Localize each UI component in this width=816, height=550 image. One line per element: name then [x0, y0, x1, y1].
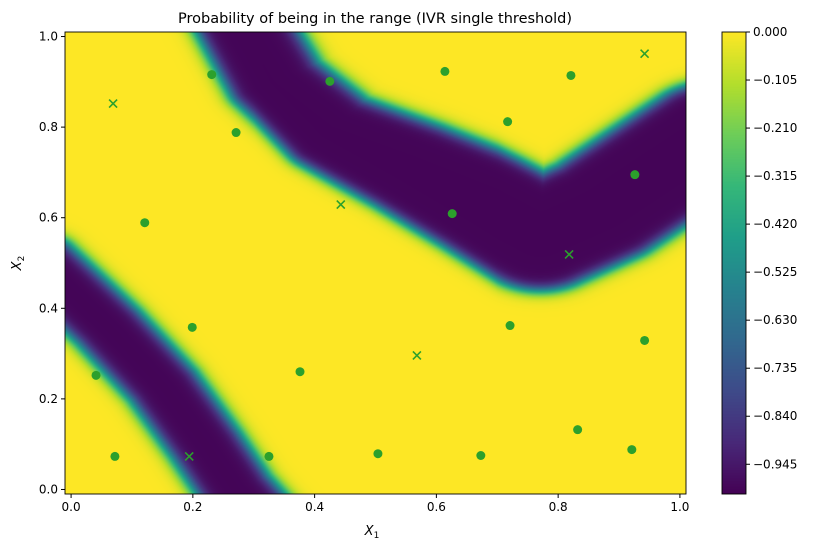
circle-point: [503, 117, 513, 127]
colorbar-tick-label: −0.105: [753, 73, 797, 87]
heatmap: [65, 32, 686, 494]
circle-point: [295, 367, 305, 377]
circle-point: [325, 76, 335, 86]
circle-point: [505, 321, 515, 331]
circle-point: [630, 170, 640, 180]
circle-point: [207, 70, 217, 80]
cross-stroke: [640, 49, 650, 59]
circle-point: [627, 445, 637, 455]
circle-point: [110, 451, 120, 461]
colorbar-tick-label: −0.945: [753, 457, 797, 471]
y-tick-label: 0.0: [39, 482, 58, 496]
chart-title: Probability of being in the range (IVR s…: [178, 11, 572, 27]
circle-point: [566, 70, 576, 80]
circle-point: [187, 322, 197, 332]
y-tick-label: 0.8: [39, 120, 58, 134]
colorbar-tick-label: 0.000: [753, 25, 787, 39]
y-tick-label: 0.2: [39, 392, 58, 406]
colorbar-tick-label: −0.735: [753, 361, 797, 375]
y-axis-label: X2: [10, 256, 27, 272]
cross-point: [640, 49, 650, 59]
circle-point: [264, 451, 274, 461]
cross-point: [336, 200, 346, 210]
colorbar-tick-label: −0.315: [753, 169, 797, 183]
y-tick-label: 1.0: [39, 30, 58, 44]
x-tick-label: 0.4: [305, 500, 324, 514]
colorbar-tick-label: −0.630: [753, 313, 797, 327]
x-axis-label: X1: [364, 524, 380, 541]
x-tick-label: 0.8: [549, 500, 568, 514]
circle-point: [140, 218, 150, 228]
cross-stroke: [108, 98, 118, 109]
y-tick-label: 0.4: [39, 301, 58, 315]
colorbar-tick-label: −0.420: [753, 217, 797, 231]
cross-point: [184, 451, 194, 461]
cross-point: [564, 249, 574, 259]
cross-stroke: [564, 249, 574, 259]
circle-point: [640, 335, 650, 345]
cross-stroke: [336, 200, 346, 210]
colorbar: [722, 32, 746, 494]
colorbar-frame: [721, 31, 747, 495]
colorbar-tick-label: −0.840: [753, 409, 797, 423]
cross-point: [108, 98, 118, 109]
circle-point: [373, 449, 383, 459]
x-tick-label: 0.0: [62, 500, 81, 514]
circle-point: [91, 370, 101, 380]
x-tick-label: 0.6: [427, 500, 446, 514]
cross-point: [412, 350, 422, 360]
circle-point: [440, 66, 450, 76]
circle-point: [476, 451, 486, 460]
circle-point: [231, 128, 241, 138]
plot-frame: [64, 31, 687, 495]
cross-stroke: [412, 350, 422, 360]
colorbar-tick-label: −0.210: [753, 121, 797, 135]
colorbar-tick-label: −0.525: [753, 265, 797, 279]
x-tick-label: 1.0: [670, 500, 689, 514]
x-tick-label: 0.2: [183, 500, 202, 514]
y-tick-label: 0.6: [39, 211, 58, 225]
cross-stroke: [184, 451, 194, 461]
circle-point: [573, 425, 583, 435]
circle-point: [447, 209, 457, 219]
